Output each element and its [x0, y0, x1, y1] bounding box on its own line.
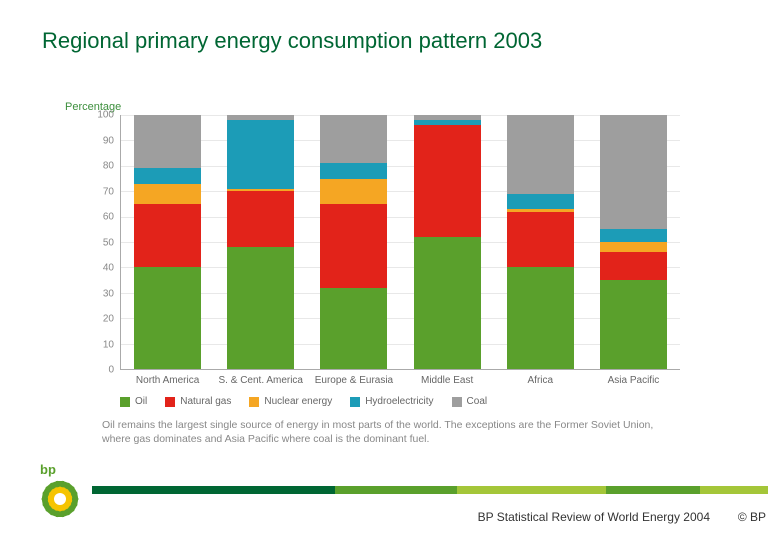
legend-label: Nuclear energy — [264, 396, 332, 407]
bar-slot: S. & Cent. America — [214, 115, 307, 369]
bar — [134, 115, 201, 369]
y-tick: 100 — [97, 110, 114, 121]
stripe-segment — [700, 486, 768, 494]
bar — [227, 115, 294, 369]
bar-slot: North America — [121, 115, 214, 369]
bar-segment-coal — [507, 115, 574, 194]
bar-slot: Middle East — [401, 115, 494, 369]
plot-area: North AmericaS. & Cent. AmericaEurope & … — [120, 115, 680, 370]
stacked-bar-chart: Percentage 0102030405060708090100 North … — [120, 115, 680, 370]
y-tick: 60 — [103, 212, 114, 223]
bar-segment-nuclear — [320, 179, 387, 204]
legend-label: Coal — [467, 396, 488, 407]
legend-swatch — [120, 397, 130, 407]
y-tick: 70 — [103, 186, 114, 197]
legend-item-oil: Oil — [120, 396, 147, 407]
y-tick: 20 — [103, 314, 114, 325]
y-tick: 10 — [103, 339, 114, 350]
bar-segment-nuclear — [134, 184, 201, 204]
legend-label: Hydroelectricity — [365, 396, 433, 407]
legend-label: Oil — [135, 396, 147, 407]
y-tick: 90 — [103, 135, 114, 146]
bars-container: North AmericaS. & Cent. AmericaEurope & … — [121, 115, 680, 369]
bar-segment-oil — [507, 267, 574, 369]
y-tick: 50 — [103, 237, 114, 248]
bp-logo-text: bp — [40, 462, 84, 477]
stripe-segment — [606, 486, 701, 494]
bar-segment-oil — [600, 280, 667, 369]
bar-segment-coal — [600, 115, 667, 229]
bar-segment-gas — [227, 191, 294, 247]
bar-segment-oil — [320, 288, 387, 369]
bar-slot: Asia Pacific — [587, 115, 680, 369]
brand-stripe — [92, 486, 768, 494]
bar-segment-hydro — [507, 194, 574, 209]
bar-segment-hydro — [227, 120, 294, 189]
helios-icon — [40, 479, 80, 519]
bar-segment-oil — [227, 247, 294, 369]
bar-slot: Africa — [494, 115, 587, 369]
bar-segment-gas — [600, 252, 667, 280]
legend-item-coal: Coal — [452, 396, 488, 407]
bar — [507, 115, 574, 369]
bar-segment-coal — [320, 115, 387, 163]
legend-label: Natural gas — [180, 396, 231, 407]
bar-segment-oil — [134, 267, 201, 369]
bar — [600, 115, 667, 369]
stripe-segment — [92, 486, 335, 494]
copyright-text: © BP — [738, 510, 766, 524]
bar-segment-gas — [507, 212, 574, 268]
bar-segment-nuclear — [600, 242, 667, 252]
category-label: Asia Pacific — [568, 375, 698, 386]
footer: bp BP Statistical Review of World Energy… — [0, 466, 780, 540]
y-tick: 30 — [103, 288, 114, 299]
bar-segment-hydro — [600, 229, 667, 242]
bp-logo: bp — [40, 462, 84, 520]
bar-slot: Europe & Eurasia — [307, 115, 400, 369]
legend-swatch — [165, 397, 175, 407]
stripe-segment — [457, 486, 606, 494]
chart-caption: Oil remains the largest single source of… — [102, 418, 682, 446]
bar-segment-hydro — [320, 163, 387, 178]
source-text: BP Statistical Review of World Energy 20… — [478, 510, 710, 524]
y-tick: 80 — [103, 161, 114, 172]
y-tick: 0 — [108, 365, 114, 376]
bar — [320, 115, 387, 369]
stripe-segment — [335, 486, 457, 494]
legend-item-nuclear: Nuclear energy — [249, 396, 332, 407]
legend-item-gas: Natural gas — [165, 396, 231, 407]
legend-swatch — [350, 397, 360, 407]
bar-segment-gas — [414, 125, 481, 237]
bar-segment-gas — [320, 204, 387, 288]
bar-segment-coal — [134, 115, 201, 168]
bar-segment-oil — [414, 237, 481, 369]
page-title: Regional primary energy consumption patt… — [42, 28, 542, 54]
legend-swatch — [452, 397, 462, 407]
legend: Oil Natural gas Nuclear energy Hydroelectri… — [120, 396, 487, 407]
bar-segment-hydro — [134, 168, 201, 183]
y-tick: 40 — [103, 263, 114, 274]
legend-item-hydro: Hydroelectricity — [350, 396, 433, 407]
legend-swatch — [249, 397, 259, 407]
bar — [414, 115, 481, 369]
y-axis: 0102030405060708090100 — [80, 115, 120, 370]
bar-segment-gas — [134, 204, 201, 268]
